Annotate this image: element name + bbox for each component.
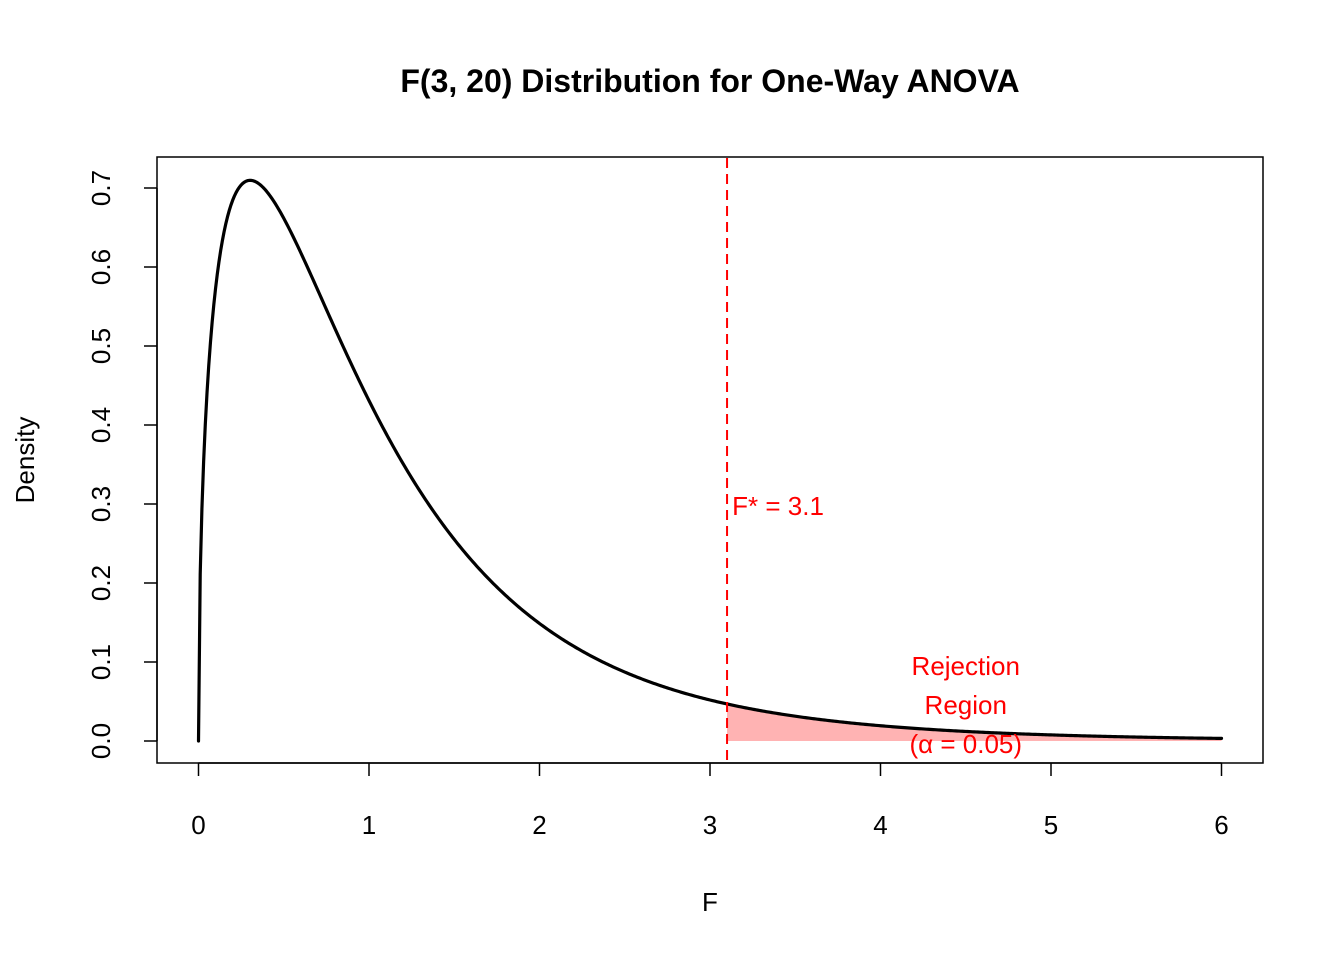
x-tick-label: 4 bbox=[873, 810, 887, 840]
chart-title: F(3, 20) Distribution for One-Way ANOVA bbox=[400, 63, 1019, 99]
y-tick-label: 0.6 bbox=[86, 249, 116, 285]
x-tick-label: 5 bbox=[1044, 810, 1058, 840]
y-axis: 0.0 0.1 0.2 0.3 0.4 0.5 0.6 0.7 bbox=[86, 170, 158, 759]
density-curve bbox=[196, 178, 1224, 743]
x-axis-label: F bbox=[702, 887, 718, 917]
rejection-label-line: Region bbox=[925, 690, 1007, 720]
y-tick-label: 0.3 bbox=[86, 486, 116, 522]
y-tick-label: 0.5 bbox=[86, 328, 116, 364]
plot-frame bbox=[156, 156, 1264, 764]
x-tick-label: 3 bbox=[703, 810, 717, 840]
y-axis-label: Density bbox=[10, 417, 40, 504]
rejection-region-label: Rejection Region (α = 0.05) bbox=[909, 651, 1022, 759]
rejection-region-fill bbox=[727, 703, 1222, 741]
x-tick-label: 1 bbox=[362, 810, 376, 840]
rejection-label-line: Rejection bbox=[912, 651, 1020, 681]
y-tick-label: 0.2 bbox=[86, 565, 116, 601]
y-tick-label: 0.1 bbox=[86, 644, 116, 680]
y-tick-label: 0.4 bbox=[86, 407, 116, 443]
x-tick-label: 6 bbox=[1214, 810, 1228, 840]
x-tick-label: 2 bbox=[532, 810, 546, 840]
y-tick-label: 0.7 bbox=[86, 170, 116, 206]
y-tick-label: 0.0 bbox=[86, 723, 116, 759]
critical-value-label: F* = 3.1 bbox=[732, 491, 824, 521]
x-tick-label: 0 bbox=[191, 810, 205, 840]
x-axis: 0 1 2 3 4 5 6 bbox=[191, 762, 1229, 840]
rejection-label-line: (α = 0.05) bbox=[909, 729, 1022, 759]
